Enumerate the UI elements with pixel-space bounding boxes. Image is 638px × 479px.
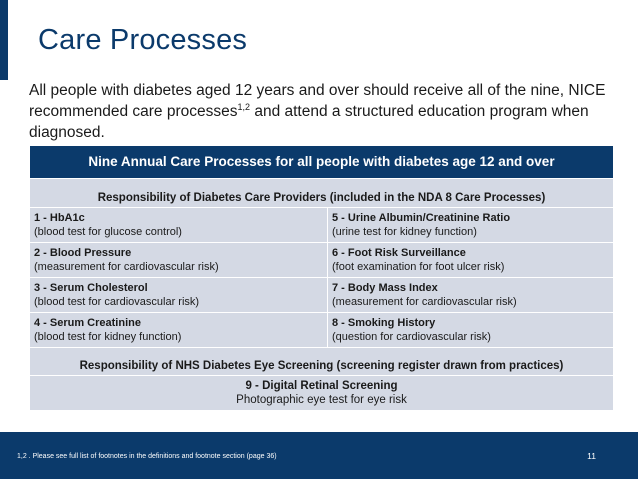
process-desc: (blood test for cardiovascular risk)	[34, 296, 200, 308]
table-row: 3 - Serum Cholesterol (blood test for car…	[29, 277, 614, 313]
process-title: 9 - Digital Retinal Screening	[245, 380, 398, 392]
footer-bar	[0, 432, 638, 479]
process-title: 6 - Foot Risk Surveillance	[332, 247, 466, 259]
process-desc: (blood test for glucose control)	[34, 226, 182, 238]
intro-text-end: and attend a structured education progra…	[29, 103, 589, 141]
intro-text: All people with diabetes aged 12 years a…	[29, 80, 609, 143]
process-title: 4 - Serum Creatinine	[34, 317, 141, 329]
process-cell: 2 - Blood Pressure (measurement for cardi…	[29, 242, 328, 278]
process-title: 1 - HbA1c	[34, 212, 85, 224]
process-title: 2 - Blood Pressure	[34, 247, 132, 259]
accent-bar	[0, 0, 8, 80]
slide-title: Care Processes	[38, 24, 248, 56]
footnote-ref: 1,2	[237, 101, 251, 112]
process-desc: (question for cardiovascular risk)	[332, 331, 491, 343]
process-desc: (measurement for cardiovascular risk)	[34, 261, 219, 273]
process-title: 8 - Smoking History	[332, 317, 436, 329]
process-title: 7 - Body Mass Index	[332, 282, 438, 294]
page-number: 11	[587, 451, 596, 461]
process-cell: 8 - Smoking History (question for cardiov…	[327, 312, 614, 348]
table-row: 2 - Blood Pressure (measurement for cardi…	[29, 242, 614, 278]
intro-text-main: All people with diabetes aged 12 years a…	[29, 82, 606, 120]
process-desc: (blood test for kidney function)	[34, 331, 182, 343]
process-cell: 6 - Foot Risk Surveillance (foot examinat…	[327, 242, 614, 278]
section-care-providers: Responsibility of Diabetes Care Provider…	[29, 178, 614, 208]
care-processes-table: Nine Annual Care Processes for all peopl…	[29, 145, 614, 411]
section-eye-screening: Responsibility of NHS Diabetes Eye Scree…	[29, 347, 614, 376]
table-row: 4 - Serum Creatinine (blood test for kidn…	[29, 312, 614, 348]
process-cell: 4 - Serum Creatinine (blood test for kidn…	[29, 312, 328, 348]
process-cell: 7 - Body Mass Index (measurement for card…	[327, 277, 614, 313]
table-row: 1 - HbA1c (blood test for glucose control…	[29, 207, 614, 243]
process-desc: (measurement for cardiovascular risk)	[332, 296, 517, 308]
process-cell: 5 - Urine Albumin/Creatinine Ratio (urine…	[327, 207, 614, 243]
table-header: Nine Annual Care Processes for all peopl…	[29, 145, 614, 179]
footnote-text: 1,2 . Please see full list of footnotes …	[17, 453, 277, 460]
process-title: 3 - Serum Cholesterol	[34, 282, 148, 294]
process-desc: Photographic eye test for eye risk	[236, 394, 407, 406]
process-cell: 1 - HbA1c (blood test for glucose control…	[29, 207, 328, 243]
process-cell: 3 - Serum Cholesterol (blood test for car…	[29, 277, 328, 313]
process-desc: (foot examination for foot ulcer risk)	[332, 261, 505, 273]
process-title: 5 - Urine Albumin/Creatinine Ratio	[332, 212, 511, 224]
process-cell-eye: 9 - Digital Retinal Screening Photographi…	[29, 375, 614, 411]
process-desc: (urine test for kidney function)	[332, 226, 477, 238]
